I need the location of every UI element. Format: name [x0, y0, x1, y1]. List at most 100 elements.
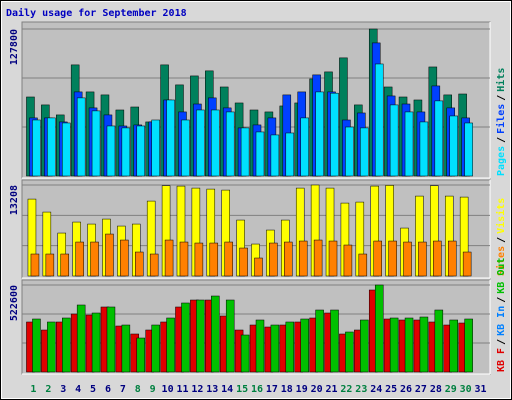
x-tick-label: 12: [191, 384, 203, 395]
bar: [298, 240, 308, 277]
bar: [32, 119, 41, 177]
bar: [419, 316, 429, 373]
x-tick-label: 1: [30, 384, 36, 395]
bar: [225, 299, 235, 373]
legend-entry: Hits: [495, 68, 507, 92]
bar: [360, 319, 369, 373]
bar: [105, 233, 114, 277]
bar: [47, 117, 56, 177]
bar: [76, 97, 86, 177]
bar: [255, 319, 265, 373]
x-tick-label: 19: [296, 384, 308, 395]
x-tick-label: 4: [75, 384, 81, 395]
legend-separator: /: [496, 95, 507, 101]
bar: [196, 299, 205, 373]
bar: [91, 110, 101, 177]
bar: [121, 324, 131, 373]
bar: [76, 304, 86, 373]
legend-entry: Files: [495, 104, 507, 134]
bar: [45, 253, 55, 277]
bar: [360, 127, 369, 177]
bar: [136, 337, 146, 373]
x-tick-label: 29: [445, 384, 457, 395]
bar: [313, 239, 323, 277]
bar: [345, 331, 354, 373]
bar: [196, 109, 205, 177]
x-tick-label: 11: [176, 384, 188, 395]
bar: [404, 111, 414, 177]
bar: [90, 241, 99, 277]
bar: [181, 302, 190, 373]
bar: [181, 119, 190, 177]
bar: [374, 63, 384, 177]
x-tick-label: 23: [355, 384, 367, 395]
legend-separator: /: [496, 137, 507, 143]
bar: [434, 309, 444, 373]
bar: [433, 240, 442, 277]
bar: [60, 253, 70, 277]
legend-entry: Visits: [495, 198, 507, 234]
x-tick-label: 27: [415, 384, 427, 395]
bar: [358, 253, 368, 277]
bar: [225, 111, 235, 177]
bar: [373, 240, 382, 277]
bar: [30, 253, 40, 277]
bar: [389, 104, 399, 177]
x-tick-label: 21: [325, 384, 337, 395]
bar: [255, 131, 265, 177]
legend-separator: /: [496, 297, 507, 303]
bar: [449, 319, 458, 373]
bar: [120, 239, 129, 277]
x-tick-label: 30: [460, 384, 472, 395]
x-tick-label: 26: [400, 384, 412, 395]
bar: [285, 321, 295, 373]
bar: [149, 253, 159, 277]
bar: [62, 122, 71, 177]
bar: [284, 241, 293, 277]
bar: [419, 121, 429, 177]
bar: [135, 251, 144, 277]
y-tick-label: 127800: [9, 29, 20, 65]
bar: [106, 306, 116, 373]
bar: [224, 241, 233, 277]
bar: [240, 127, 250, 177]
x-tick-label: 15: [236, 384, 248, 395]
bar: [300, 318, 309, 373]
bar: [343, 244, 353, 277]
x-tick-label: 22: [340, 384, 352, 395]
bar: [389, 317, 399, 373]
bar: [136, 125, 146, 177]
legend: KB F / KB In / KB Out: [496, 258, 507, 372]
x-tick-label: 2: [45, 384, 51, 395]
bar: [239, 247, 248, 277]
x-tick-label: 14: [221, 384, 233, 395]
bar: [404, 317, 414, 373]
bar: [328, 240, 338, 277]
bar: [62, 317, 71, 373]
bar: [106, 125, 116, 177]
bar: [166, 99, 175, 177]
bar: [240, 334, 250, 373]
x-tick-label: 25: [385, 384, 397, 395]
legend-entry: KB Out: [496, 258, 507, 294]
x-tick-label: 17: [266, 384, 278, 395]
bar: [300, 117, 309, 177]
bar: [269, 242, 278, 277]
legend-separator: /: [496, 237, 507, 243]
legend-entry: Pages: [496, 146, 507, 176]
bar: [434, 100, 444, 177]
bar: [194, 242, 204, 277]
bar: [254, 257, 263, 277]
x-tick-label: 7: [120, 384, 126, 395]
x-tick-label: 9: [150, 384, 156, 395]
bar: [462, 251, 472, 277]
x-tick-label: 6: [105, 384, 111, 395]
bar: [403, 241, 412, 277]
legend: Pages / Files / Hits: [495, 68, 507, 176]
bar: [91, 312, 101, 373]
bar: [270, 324, 280, 373]
legend-entry: KB F: [496, 348, 507, 372]
bar: [47, 321, 56, 373]
